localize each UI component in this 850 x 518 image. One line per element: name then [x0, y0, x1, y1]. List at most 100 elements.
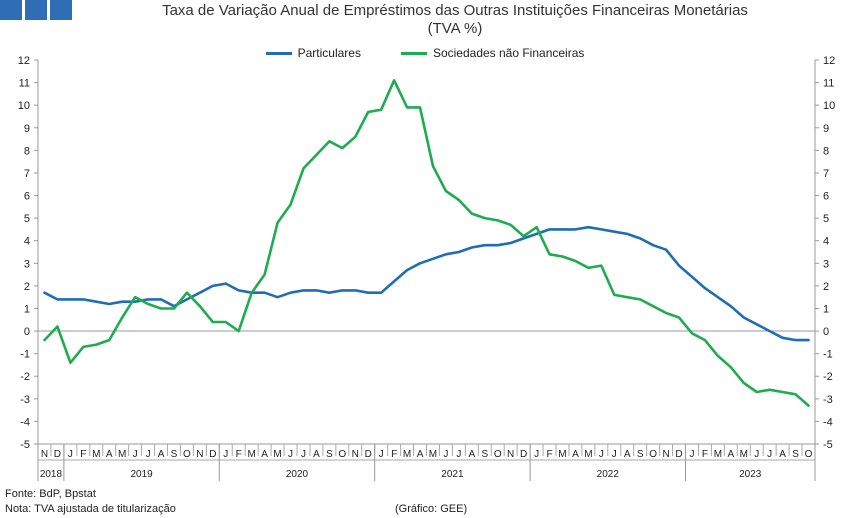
y-tick-label-right: 10 — [823, 100, 835, 112]
footer-note: Nota: TVA ajustada de titularização — [5, 503, 176, 515]
x-month-label: S — [481, 449, 488, 460]
y-tick-label-right: -5 — [823, 439, 833, 451]
y-tick-label-left: 11 — [19, 78, 30, 90]
x-month-label: F — [80, 449, 86, 460]
y-tick-label-left: -1 — [20, 349, 30, 361]
y-tick-label-left: -5 — [20, 439, 30, 451]
y-tick-label-right: 3 — [823, 258, 829, 270]
x-month-label: J — [223, 449, 228, 460]
x-month-label: N — [662, 449, 669, 460]
x-month-label: A — [158, 449, 165, 460]
y-tick-label-left: 7 — [24, 168, 30, 180]
x-month-label: F — [236, 449, 242, 460]
y-tick-label-right: 2 — [823, 281, 829, 293]
x-month-label: M — [403, 449, 411, 460]
series-line-1 — [43, 79, 810, 407]
x-month-label: J — [534, 449, 539, 460]
x-month-label: J — [288, 449, 293, 460]
x-month-label: J — [133, 449, 138, 460]
y-tick-label-right: 11 — [823, 78, 834, 90]
x-month-label: J — [68, 449, 73, 460]
legend-swatch-sociedades — [400, 51, 427, 55]
y-tick-label-right: -4 — [823, 416, 833, 428]
y-tick-label-right: -1 — [823, 349, 833, 361]
footer-credit: (Gráfico: GEE) — [395, 503, 468, 515]
y-tick-label-left: 8 — [24, 145, 30, 157]
x-month-label: J — [456, 449, 461, 460]
legend-label-sociedades: Sociedades não Financeiras — [432, 46, 585, 60]
y-tick-label-left: 2 — [24, 281, 30, 293]
y-tick-label-right: -2 — [823, 371, 833, 383]
legend-swatch-particulares — [265, 51, 292, 55]
x-month-label: D — [54, 449, 61, 460]
x-month-label: N — [507, 449, 514, 460]
x-month-label: J — [612, 449, 617, 460]
y-tick-label-left: 10 — [18, 100, 30, 112]
footer-source: Fonte: BdP, Bpstat — [5, 488, 96, 500]
x-month-label: M — [740, 449, 748, 460]
x-month-label: O — [494, 449, 502, 460]
x-month-label: S — [171, 449, 178, 460]
y-tick-label-left: -2 — [20, 371, 30, 383]
x-month-label: M — [248, 449, 256, 460]
x-month-label: M — [429, 449, 437, 460]
x-month-label: O — [649, 449, 657, 460]
x-month-label: F — [702, 449, 708, 460]
x-month-label: D — [365, 449, 372, 460]
x-month-label: S — [792, 449, 799, 460]
x-month-label: D — [209, 449, 216, 460]
x-month-label: A — [417, 449, 424, 460]
y-tick-label-right: 9 — [823, 123, 829, 135]
x-month-label: S — [326, 449, 333, 460]
y-tick-label-right: 1 — [823, 303, 829, 315]
x-month-label: M — [714, 449, 722, 460]
x-month-label: M — [584, 449, 592, 460]
x-month-label: A — [106, 449, 113, 460]
x-month-label: A — [261, 449, 268, 460]
x-month-label: O — [183, 449, 191, 460]
y-tick-label-right: 8 — [823, 145, 829, 157]
chart-title-line2: (TVA %) — [427, 20, 483, 37]
x-month-label: J — [146, 449, 151, 460]
y-tick-label-left: 12 — [18, 55, 30, 67]
y-tick-label-right: 0 — [823, 326, 829, 338]
y-tick-label-left: 4 — [24, 236, 30, 248]
x-year-label: 2023 — [739, 469, 762, 480]
chart-title-line1: Taxa de Variação Anual de Empréstimos da… — [162, 2, 748, 19]
x-month-label: A — [624, 449, 631, 460]
x-month-label: J — [379, 449, 384, 460]
x-month-label: J — [754, 449, 759, 460]
legend-item-sociedades: Sociedades não Financeiras — [400, 46, 585, 60]
y-tick-label-left: 1 — [24, 303, 30, 315]
legend-label-particulares: Particulares — [297, 46, 361, 60]
x-month-label: O — [805, 449, 813, 460]
x-month-label: M — [118, 449, 126, 460]
y-tick-label-left: 5 — [24, 213, 30, 225]
y-tick-label-right: 7 — [823, 168, 829, 180]
y-tick-label-left: 3 — [24, 258, 30, 270]
x-month-label: A — [779, 449, 786, 460]
x-month-label: N — [352, 449, 359, 460]
x-month-label: N — [196, 449, 203, 460]
x-month-label: O — [338, 449, 346, 460]
y-tick-label-right: 6 — [823, 191, 829, 203]
x-month-label: J — [767, 449, 772, 460]
x-year-label: 2021 — [441, 469, 464, 480]
y-tick-label-right: 12 — [823, 55, 835, 67]
chart-legend: Particulares Sociedades não Financeiras — [0, 46, 850, 60]
x-month-label: J — [301, 449, 306, 460]
x-month-label: F — [546, 449, 552, 460]
x-month-label: A — [727, 449, 734, 460]
x-year-label: 2022 — [597, 469, 620, 480]
x-month-label: F — [391, 449, 397, 460]
y-tick-label-right: 4 — [823, 236, 829, 248]
y-tick-label-left: 9 — [24, 123, 30, 135]
x-month-label: A — [468, 449, 475, 460]
y-tick-label-left: 0 — [24, 326, 30, 338]
y-tick-label-left: -3 — [20, 394, 30, 406]
x-month-label: D — [675, 449, 682, 460]
chart-title: Taxa de Variação Anual de Empréstimos da… — [60, 2, 850, 38]
x-month-label: M — [92, 449, 100, 460]
x-year-label: 2019 — [130, 469, 153, 480]
